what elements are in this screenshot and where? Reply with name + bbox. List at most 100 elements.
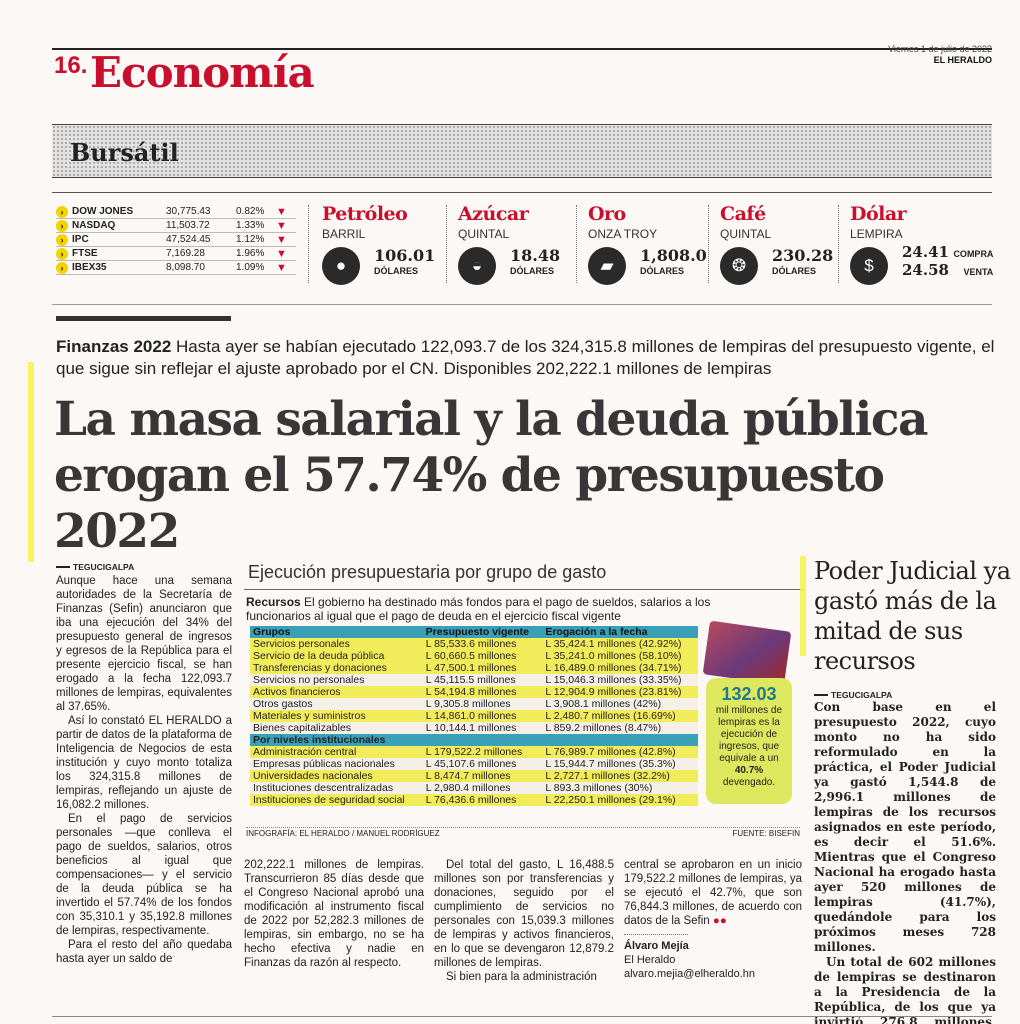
cash-box-image <box>702 620 792 686</box>
table-row: Administración central L 179,522.2 millon… <box>250 746 698 758</box>
highlighter-mark <box>800 556 806 656</box>
issue-dateline: Viernes 1 de julio de 2022 EL HERALDO <box>888 44 992 66</box>
chevron-right-icon: › <box>56 205 68 218</box>
bottom-rule <box>52 1016 992 1017</box>
index-row: › IBEX35 8,098.70 1.09% ▼ <box>56 261 296 275</box>
chevron-right-icon: › <box>56 219 68 232</box>
index-change: 1.09% <box>236 262 265 273</box>
commodity-name: Dólar <box>850 203 907 225</box>
divider <box>52 192 992 193</box>
down-arrow-icon: ▼ <box>276 247 287 260</box>
bursatil-band <box>52 124 992 178</box>
index-row: › NASDAQ 11,503.72 1.33% ▼ <box>56 219 296 233</box>
table-subheader-row: Por niveles institucionales <box>250 734 698 746</box>
chevron-right-icon: › <box>56 247 68 260</box>
article-column-3: Del total del gasto, L 16,488.5 millones… <box>434 858 614 984</box>
author-org: El Heraldo <box>624 954 676 966</box>
paragraph: Un total de 602 millones de lempiras se … <box>814 955 996 1024</box>
column-header: Presupuesto vigente <box>422 626 543 638</box>
index-row: › FTSE 7,169.28 1.96% ▼ <box>56 247 296 261</box>
table-header-row: Grupos Presupuesto vigente Erogación a l… <box>250 626 698 638</box>
article-column-4: central se aprobaron en un inicio 179,52… <box>624 858 802 981</box>
commodity-oro: Oro ONZA TROY ▰ 1,808.0 DÓLARES <box>588 203 707 285</box>
author-email[interactable]: alvaro.mejia@elheraldo.hn <box>624 968 756 980</box>
down-arrow-icon: ▼ <box>276 219 287 232</box>
dollar-sell: 24.58 VENTA <box>902 261 994 279</box>
paragraph: Con base en el presupuesto 2022, cuyo mo… <box>814 700 996 954</box>
table-row: Universidades nacionales L 8,474.7 millon… <box>250 770 698 782</box>
stock-indices: › DOW JONES 30,775.43 0.82% ▼ › NASDAQ 11,503.… <box>56 205 296 275</box>
article-headline: La masa salarial y la deuda pública erog… <box>54 392 1004 560</box>
commodity-azucar: Azúcar QUINTAL ◒ 18.48 DÓLARES <box>458 203 568 285</box>
callout-text: mil millones de lempiras es la ejecución… <box>715 705 783 788</box>
article-kicker: Finanzas 2022 <box>56 337 172 356</box>
side-story-body: Con base en el presupuesto 2022, cuyo mo… <box>814 700 996 1024</box>
commodity-petroleo: Petróleo BARRIL ● 106.01 DÓLARES <box>322 203 442 285</box>
end-mark-icon: ●● <box>709 915 727 927</box>
table-row: Servicios personales L 85,533.6 millones L… <box>250 638 698 650</box>
down-arrow-icon: ▼ <box>276 205 287 218</box>
commodity-cafe: Café QUINTAL ❂ 230.28 DÓLARES <box>720 203 833 285</box>
infographic-credit: INFOGRAFÍA: EL HERALDO / MANUEL RODRÍGUE… <box>246 829 440 838</box>
side-story-headline: Poder Judicial ya gastó más de la mitad … <box>814 557 1011 675</box>
table-row: Bienes capitalizables L 10,144.1 millones… <box>250 722 698 734</box>
article-column-2: 202,222.1 millones de lempiras. Transcur… <box>244 858 424 970</box>
divider <box>576 205 577 283</box>
divider <box>708 205 709 283</box>
table-row: Instituciones descentralizadas L 2,980.4 … <box>250 782 698 794</box>
table-row: Servicio de la deuda pública L 60,660.5 m… <box>250 650 698 662</box>
paragraph: Aunque hace una semana autoridades de la… <box>56 575 232 713</box>
commodity-name: Café <box>720 203 766 225</box>
commodity-dolar: Dólar LEMPIRA $ 24.41 COMPRA 24.58 VENTA <box>850 203 1000 285</box>
article-dateline: TEGUCIGALPA <box>56 560 232 574</box>
publication-name: EL HERALDO <box>933 55 992 65</box>
column-header: Grupos <box>250 626 423 638</box>
commodity-unit: QUINTAL <box>720 227 772 241</box>
dollar-buy: 24.41 COMPRA <box>902 243 994 261</box>
budget-table: Grupos Presupuesto vigente Erogación a l… <box>250 626 698 806</box>
table-row: Otros gastos L 9,305.8 millones L 3,908.1 … <box>250 698 698 710</box>
divider <box>308 205 309 283</box>
bursatil-title: Bursátil <box>70 138 179 167</box>
revenue-callout: 132.03 mil millones de lempiras es la ej… <box>706 678 792 804</box>
down-arrow-icon: ▼ <box>276 261 287 274</box>
index-name: DOW JONES <box>72 206 134 217</box>
commodity-unit: BARRIL <box>322 227 366 241</box>
table-row: Servicios no personales L 45,115.5 millon… <box>250 674 698 686</box>
infographic-lead: Recursos El gobierno ha destinado más fo… <box>246 595 711 623</box>
table-row: Empresas públicas nacionales L 45,107.6 m… <box>250 758 698 770</box>
commodity-currency: DÓLARES <box>640 266 685 276</box>
divider <box>52 304 992 305</box>
paragraph: 202,222.1 millones de lempiras. Transcur… <box>244 859 424 969</box>
chevron-right-icon: › <box>56 233 68 246</box>
paragraph: Del total del gasto, L 16,488.5 millones… <box>434 859 614 969</box>
paragraph: central se aprobaron en un inicio 179,52… <box>624 859 802 927</box>
commodity-unit: LEMPIRA <box>850 227 903 241</box>
paragraph: En el pago de servicios personales —que … <box>56 813 232 937</box>
highlighter-mark <box>28 362 34 562</box>
issue-date: Viernes 1 de julio de 2022 <box>888 44 992 54</box>
money-bag-icon: $ <box>850 247 888 285</box>
paragraph: Para el resto del año quedaba hasta ayer… <box>56 939 232 965</box>
commodity-value: 1,808.0 <box>640 246 707 265</box>
article-dek: Finanzas 2022 Hasta ayer se habían ejecu… <box>56 336 1001 380</box>
top-rule <box>52 48 992 50</box>
commodity-name: Oro <box>588 203 626 225</box>
author-name: Álvaro Mejía <box>624 940 689 952</box>
page-number: 16. <box>54 52 88 79</box>
index-name: FTSE <box>72 248 98 259</box>
commodity-currency: DÓLARES <box>374 266 419 276</box>
article-column-1: TEGUCIGALPA Aunque hace una semana autor… <box>56 560 232 966</box>
index-change: 1.12% <box>236 234 265 245</box>
commodity-value: 106.01 <box>374 246 436 265</box>
index-change: 1.96% <box>236 248 265 259</box>
commodity-currency: DÓLARES <box>510 266 555 276</box>
infographic-credits: INFOGRAFÍA: EL HERALDO / MANUEL RODRÍGUE… <box>246 827 800 838</box>
chevron-right-icon: › <box>56 261 68 274</box>
infographic-source: FUENTE: BISEFIN <box>732 829 800 838</box>
commodity-name: Petróleo <box>322 203 408 225</box>
commodity-currency: DÓLARES <box>772 266 817 276</box>
dek-text: Hasta ayer se habían ejecutado 122,093.7… <box>56 337 995 378</box>
paragraph: Así lo constató EL HERALDO a partir de d… <box>56 715 232 811</box>
oil-drop-icon: ● <box>322 247 360 285</box>
